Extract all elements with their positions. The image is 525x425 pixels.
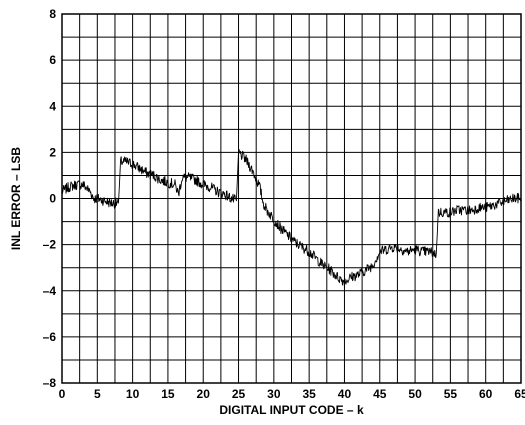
- x-tick-label: 60: [479, 387, 493, 401]
- y-axis-title: INL ERROR – LSB: [9, 147, 23, 250]
- x-tick-label: 20: [197, 387, 211, 401]
- y-tick-label: –4: [43, 284, 57, 298]
- plot-series: [61, 148, 522, 288]
- tick-labels: 0 5 10 15 20 25 30 35 40 45 50 55 60 65 –8 –6 –4 –2 0 2 4 6 8: [43, 7, 525, 401]
- y-tick-label: 0: [49, 192, 56, 206]
- y-tick-label: 6: [49, 53, 56, 67]
- y-tick-label: 8: [49, 7, 56, 21]
- y-tick-label: 4: [49, 99, 56, 113]
- y-tick-label: –6: [43, 330, 57, 344]
- plot-frame: [61, 13, 522, 384]
- x-tick-label: 0: [59, 387, 66, 401]
- x-tick-label: 10: [126, 387, 140, 401]
- x-axis-title: DIGITAL INPUT CODE – k: [219, 403, 364, 417]
- x-tick-label: 5: [94, 387, 101, 401]
- grid: [61, 13, 522, 384]
- x-tick-label: 55: [444, 387, 458, 401]
- x-tick-label: 15: [161, 387, 175, 401]
- x-tick-label: 45: [373, 387, 387, 401]
- x-tick-label: 25: [232, 387, 246, 401]
- x-tick-label: 50: [408, 387, 422, 401]
- x-tick-label: 65: [514, 387, 525, 401]
- inl-error-line: [61, 148, 522, 288]
- y-tick-label: –8: [43, 376, 57, 390]
- x-tick-label: 35: [302, 387, 316, 401]
- x-tick-label: 30: [267, 387, 281, 401]
- y-tick-label: 2: [49, 145, 56, 159]
- y-tick-label: –2: [43, 238, 57, 252]
- x-tick-label: 40: [338, 387, 352, 401]
